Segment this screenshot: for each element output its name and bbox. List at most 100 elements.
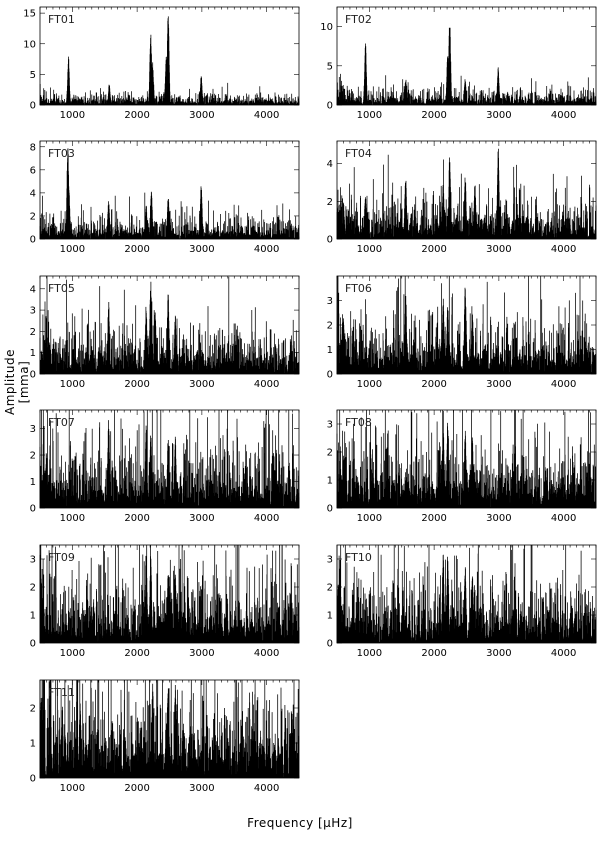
y-tick-label: 10 (320, 22, 333, 33)
y-tick-label: 4 (327, 159, 333, 170)
y-tick-label: 4 (30, 188, 36, 199)
y-tick-label: 2 (327, 321, 333, 332)
y-tick-label: 0 (327, 370, 333, 381)
y-tick-label: 2 (30, 211, 36, 222)
x-tick-label: 1000 (357, 513, 382, 524)
x-tick-label: 1000 (357, 379, 382, 390)
x-tick-label: 3000 (189, 513, 214, 524)
x-tick-label: 4000 (254, 110, 279, 121)
spectrum-trace (39, 276, 300, 374)
panel-label: FT02 (345, 13, 372, 26)
spectrum-trace (336, 410, 597, 508)
y-tick-label: 0 (30, 235, 36, 246)
y-tick-label: 10 (23, 39, 36, 50)
x-tick-label: 1000 (60, 244, 85, 255)
panel-label: FT04 (345, 147, 372, 160)
y-tick-label: 3 (30, 306, 36, 317)
x-tick-label: 2000 (124, 648, 149, 659)
panel-ft08: 1000 2000 3000 4000 0 1 2 3 FT08 (327, 409, 597, 524)
y-tick-label: 3 (327, 296, 333, 307)
y-tick-label: 0 (30, 639, 36, 650)
x-tick-label: 1000 (60, 648, 85, 659)
panel-label: FT03 (48, 147, 75, 160)
x-tick-label: 3000 (189, 648, 214, 659)
panel-label: FT11 (48, 686, 75, 699)
x-tick-label: 3000 (189, 783, 214, 794)
x-tick-label: 1000 (60, 379, 85, 390)
panel-ft03: 1000 2000 3000 4000 0 2 4 6 8 FT03 (30, 140, 300, 255)
panel-label: FT10 (345, 551, 372, 564)
spectrum-trace (39, 148, 300, 239)
y-tick-label: 2 (30, 451, 36, 462)
panel-label: FT08 (345, 416, 372, 429)
panel-ft02: 1000 2000 3000 4000 0 5 10 FT02 (320, 6, 597, 121)
y-tick-label: 2 (327, 583, 333, 594)
x-tick-label: 3000 (486, 244, 511, 255)
x-tick-label: 4000 (254, 513, 279, 524)
y-tick-label: 2 (327, 448, 333, 459)
spectrum-trace (39, 16, 300, 105)
frequency-xlabel: Frequency [μHz] (247, 816, 353, 830)
y-tick-label: 2 (30, 583, 36, 594)
x-tick-label: 3000 (486, 110, 511, 121)
x-tick-label: 2000 (421, 648, 446, 659)
spectrum-trace (39, 545, 300, 643)
panel-label: FT06 (345, 282, 372, 295)
y-tick-label: 0 (327, 504, 333, 515)
x-tick-label: 4000 (551, 244, 576, 255)
plot-frame (336, 6, 597, 106)
x-tick-label: 3000 (486, 379, 511, 390)
x-tick-label: 3000 (189, 379, 214, 390)
x-tick-label: 2000 (124, 244, 149, 255)
panel-ft09: 1000 2000 3000 4000 0 1 2 3 FT09 (30, 544, 300, 659)
x-tick-label: 2000 (421, 244, 446, 255)
panel-ft01: 1000 2000 3000 4000 0 5 10 15 FT01 (23, 6, 300, 121)
spectrum-trace (39, 680, 300, 778)
y-tick-label: 3 (327, 555, 333, 566)
y-tick-label: 3 (327, 420, 333, 431)
x-tick-label: 1000 (357, 244, 382, 255)
x-tick-label: 2000 (124, 513, 149, 524)
y-tick-label: 4 (30, 284, 36, 295)
panel-label: FT09 (48, 551, 75, 564)
y-tick-label: 5 (30, 70, 36, 81)
x-tick-label: 4000 (551, 648, 576, 659)
y-tick-label: 1 (327, 476, 333, 487)
x-tick-label: 4000 (551, 110, 576, 121)
x-tick-label: 2000 (124, 783, 149, 794)
y-tick-label: 1 (30, 611, 36, 622)
x-tick-label: 4000 (254, 244, 279, 255)
x-tick-label: 4000 (254, 648, 279, 659)
spectrum-trace (336, 545, 597, 643)
x-tick-label: 3000 (189, 244, 214, 255)
y-tick-label: 15 (23, 9, 36, 20)
x-tick-label: 2000 (421, 379, 446, 390)
panel-ft06: 1000 2000 3000 4000 0 1 2 3 FT06 (327, 275, 597, 390)
panel-label: FT07 (48, 416, 75, 429)
x-tick-label: 2000 (421, 110, 446, 121)
y-tick-label: 1 (327, 345, 333, 356)
y-tick-label: 3 (30, 424, 36, 435)
x-tick-label: 4000 (254, 379, 279, 390)
y-tick-label: 8 (30, 142, 36, 153)
x-tick-label: 3000 (486, 648, 511, 659)
panel-label: FT01 (48, 13, 75, 26)
y-tick-label: 0 (30, 504, 36, 515)
spectrum-trace (336, 27, 597, 105)
y-tick-label: 1 (30, 739, 36, 750)
x-tick-label: 1000 (60, 513, 85, 524)
x-tick-label: 2000 (124, 110, 149, 121)
y-tick-label: 2 (30, 704, 36, 715)
x-tick-label: 2000 (124, 379, 149, 390)
y-tick-label: 0 (30, 370, 36, 381)
panel-ft10: 1000 2000 3000 4000 0 1 2 3 FT10 (327, 544, 597, 659)
x-tick-label: 1000 (357, 648, 382, 659)
y-tick-label: 1 (327, 611, 333, 622)
y-tick-label: 1 (30, 477, 36, 488)
panel-ft04: 1000 2000 3000 4000 0 2 4 FT04 (327, 140, 597, 255)
x-tick-label: 3000 (189, 110, 214, 121)
x-tick-label: 4000 (551, 379, 576, 390)
y-tick-label: 5 (327, 61, 333, 72)
panel-ft05: 1000 2000 3000 4000 0 1 2 3 4 FT05 (30, 275, 300, 390)
